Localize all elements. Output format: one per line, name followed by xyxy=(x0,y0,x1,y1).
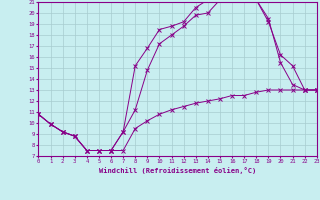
X-axis label: Windchill (Refroidissement éolien,°C): Windchill (Refroidissement éolien,°C) xyxy=(99,167,256,174)
